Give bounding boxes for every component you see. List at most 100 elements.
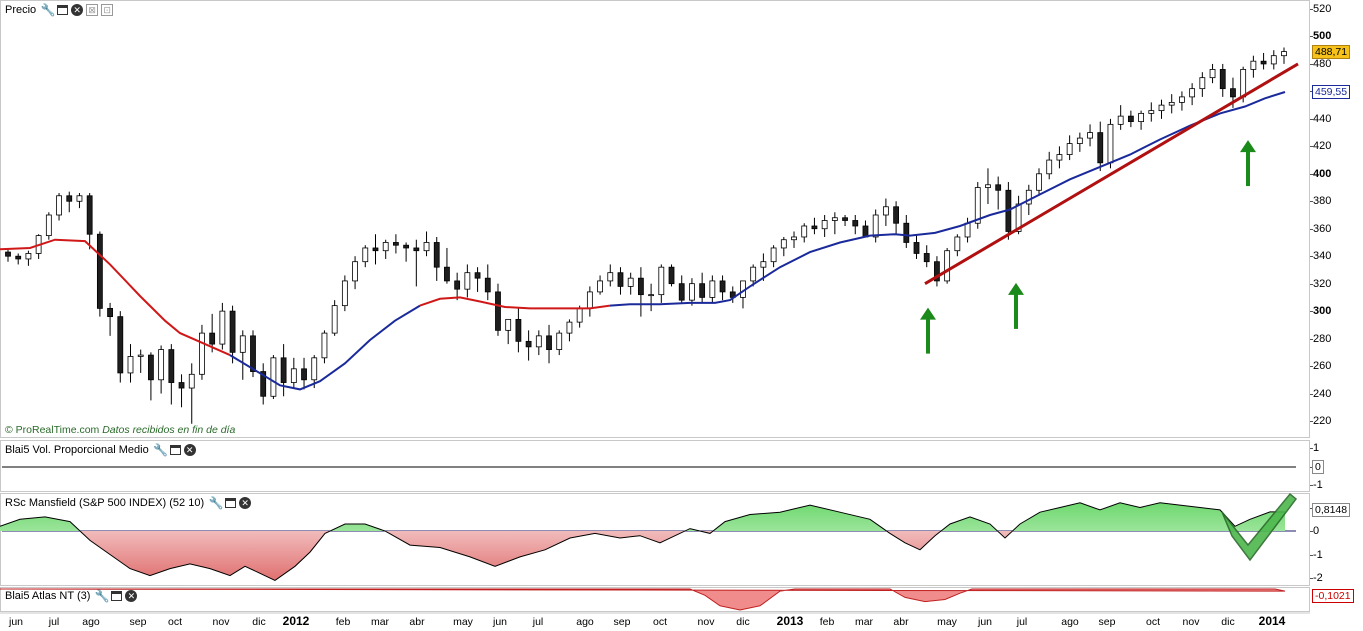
candle-body	[56, 195, 62, 216]
volume-tickmark	[1310, 485, 1313, 486]
price-tickmark	[1310, 283, 1313, 285]
candle-body	[352, 261, 358, 282]
window-icon[interactable]	[169, 445, 181, 455]
candle-body	[178, 382, 185, 389]
candle-body	[382, 242, 389, 252]
candle-body	[250, 335, 256, 372]
candle-body	[413, 247, 420, 252]
close-icon[interactable]: ✕	[183, 444, 196, 456]
candle-body	[209, 332, 216, 345]
price-tick-label: 340	[1313, 250, 1332, 263]
candle-body	[1107, 123, 1114, 164]
price-tick-label: 300	[1313, 305, 1332, 318]
candle-body	[1117, 115, 1124, 125]
atlas-value-label: -0,1021	[1312, 589, 1354, 603]
wrench-icon[interactable]: 🔧	[208, 496, 224, 510]
x-axis-label: 2014	[1258, 614, 1286, 628]
price-tickmark	[1310, 338, 1313, 340]
x-axis-label: sep	[613, 616, 631, 628]
candle-body	[454, 280, 461, 290]
rsc-tick-label: -1	[1313, 549, 1323, 561]
volume-value-label: 0	[1312, 460, 1324, 474]
candle-body	[86, 195, 93, 235]
volume-panel: Blai5 Vol. Proporcional Medio 🔧 ✕	[0, 440, 1310, 492]
x-axis-label: mar	[854, 616, 874, 628]
candle-body	[791, 236, 797, 241]
candle-body	[1260, 60, 1267, 65]
window-icon[interactable]	[111, 591, 123, 601]
price-tickmark	[1310, 421, 1313, 422]
volume-tickmark	[1310, 467, 1313, 468]
atlas-panel-title: Blai5 Atlas NT (3) 🔧 ✕	[5, 589, 141, 603]
x-axis-label: ago	[1061, 616, 1079, 628]
price-tick-label: 320	[1313, 277, 1332, 290]
price-tickmark	[1310, 63, 1313, 65]
candle-body	[801, 225, 808, 238]
candle-body	[1056, 154, 1063, 161]
candle-body	[403, 244, 410, 249]
candle-body	[780, 239, 787, 249]
candle-body	[1270, 55, 1277, 65]
candle-body	[1087, 132, 1093, 139]
candle-body	[219, 310, 226, 345]
x-axis-label: dic	[252, 616, 266, 628]
candle-body	[699, 283, 706, 298]
watermark-site: © ProRealTime.com	[5, 424, 100, 436]
check-icon	[1221, 492, 1298, 562]
candle-body	[1189, 88, 1196, 98]
ma-line-blue	[229, 304, 421, 391]
candle-body	[239, 335, 246, 353]
candle-body	[923, 253, 930, 263]
collapse-icon[interactable]: ⊠	[86, 4, 99, 16]
x-axis-label: ago	[82, 616, 100, 628]
candle-body	[1250, 60, 1257, 70]
candle-body	[566, 321, 573, 334]
wrench-icon[interactable]: 🔧	[153, 443, 169, 457]
close-icon[interactable]: ✕	[125, 590, 138, 602]
candle-body	[321, 332, 328, 359]
price-tick-label: 220	[1313, 415, 1332, 427]
x-axis-label: oct	[1145, 616, 1161, 628]
candle-body	[1179, 96, 1185, 103]
atlas-title-text: Blai5 Atlas NT (3)	[5, 590, 91, 602]
candle-body	[1015, 203, 1022, 232]
wrench-icon[interactable]: 🔧	[94, 589, 110, 603]
candle-body	[811, 225, 818, 230]
candle-body	[1127, 115, 1134, 123]
x-axis-label: may	[937, 616, 957, 628]
candle-body	[535, 335, 542, 348]
candle-body	[648, 294, 655, 297]
window-icon[interactable]	[225, 498, 237, 508]
ma-line-red	[0, 238, 231, 357]
price-tick-label: 260	[1313, 360, 1332, 373]
close-icon[interactable]: ✕	[71, 4, 84, 16]
price-tickmark	[1310, 36, 1313, 38]
rsc-line	[0, 502, 1285, 581]
candle-body	[158, 349, 165, 381]
candle-body	[148, 354, 154, 381]
window-icon[interactable]	[57, 5, 69, 15]
wrench-icon[interactable]: 🔧	[40, 3, 56, 17]
candle-body	[107, 307, 113, 318]
candle-body	[1209, 69, 1216, 79]
expand-icon[interactable]: ⊡	[101, 4, 114, 16]
rsc-tickmark	[1310, 555, 1313, 556]
price-title-text: Precio	[5, 4, 37, 16]
price-tick-label: 380	[1313, 195, 1332, 208]
volume-tickmark	[1310, 448, 1313, 449]
candle-body	[586, 291, 593, 309]
candle-body	[709, 280, 716, 298]
close-icon[interactable]: ✕	[239, 497, 252, 509]
candle-body	[168, 349, 175, 383]
price-tickmark	[1310, 201, 1313, 203]
candle-body	[362, 247, 369, 263]
candle-body	[852, 220, 859, 227]
candle-body	[1240, 69, 1247, 98]
candle-body	[1158, 104, 1165, 112]
price-tickmark	[1310, 118, 1313, 120]
price-tick-label: 280	[1313, 332, 1332, 345]
candle-body	[637, 277, 644, 296]
x-axis-label: nov	[212, 616, 230, 628]
candle-body	[270, 357, 277, 397]
